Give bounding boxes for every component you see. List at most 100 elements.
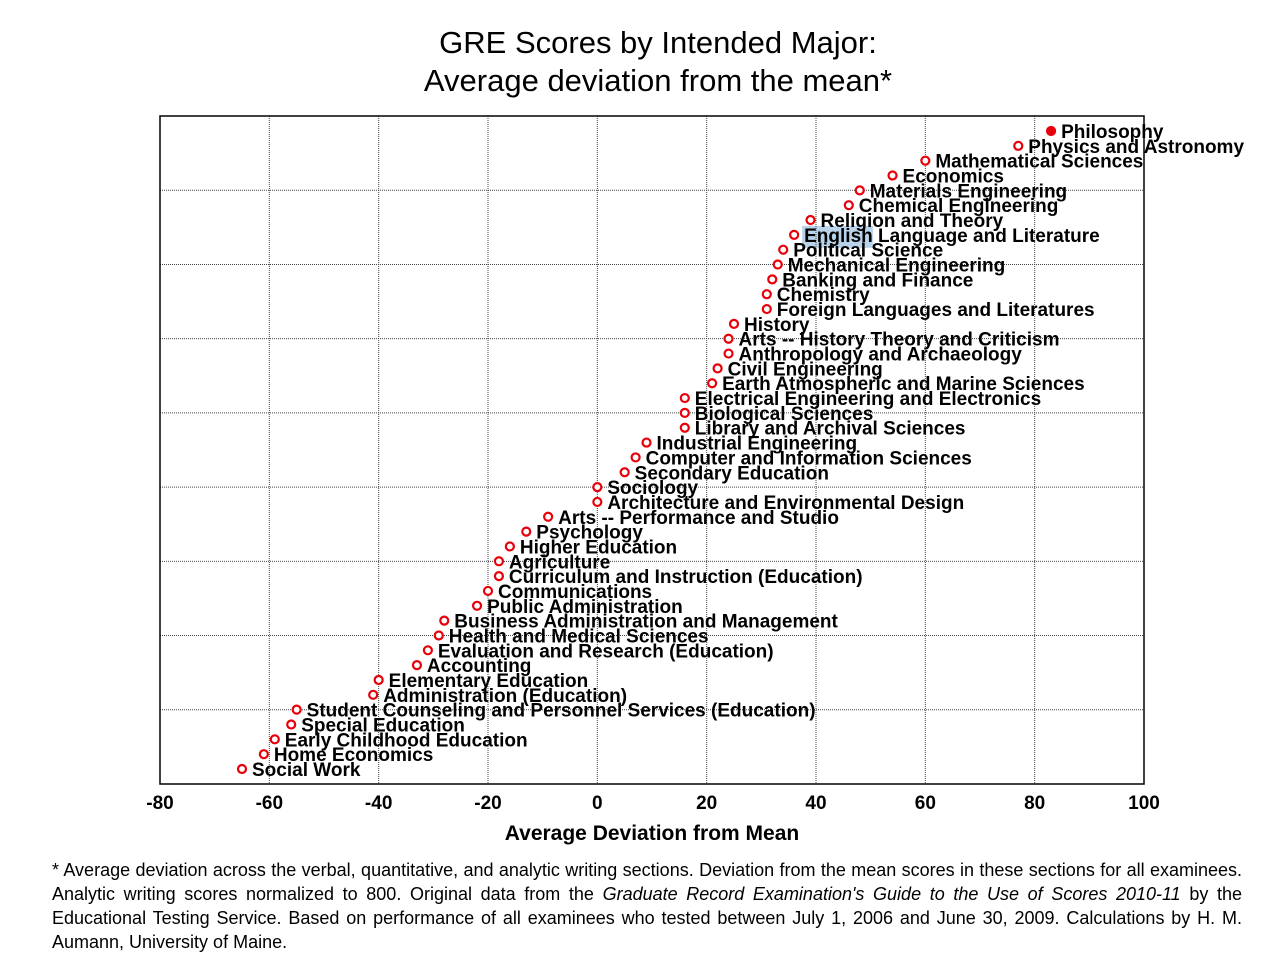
- data-point: [630, 452, 641, 463]
- point-label: Business Administration and Management: [454, 612, 838, 633]
- data-point: [368, 689, 379, 700]
- footnote-source-title: Graduate Record Examination's Guide to t…: [602, 884, 1181, 904]
- x-tick-label: -20: [474, 793, 501, 814]
- data-point: [1045, 125, 1057, 137]
- data-point: [258, 749, 269, 760]
- point-label: Student Counseling and Personnel Service…: [307, 701, 816, 722]
- x-axis-ticks: -80 -60 -40 -20 0 20 40 60 80 100: [146, 793, 1160, 814]
- x-tick-label: -80: [146, 793, 173, 814]
- point-label: Chemical Engineering: [859, 196, 1059, 217]
- data-point: [619, 467, 630, 478]
- data-point: [493, 571, 505, 582]
- data-point: [411, 660, 423, 671]
- x-tick-label: -40: [365, 793, 392, 814]
- data-point: [1013, 140, 1024, 151]
- footnote-text-2: by the Educational Testing Service. Base…: [52, 884, 1243, 952]
- footnote: * Average deviation across the verbal, q…: [52, 858, 1242, 954]
- data-point: [767, 274, 778, 285]
- point-label: Early Childhood Education: [285, 730, 528, 751]
- point-label: Chemistry: [777, 285, 870, 306]
- x-tick-label: 80: [1024, 793, 1045, 814]
- point-label: Secondary Education: [635, 463, 829, 484]
- point-label: Electrical Engineering and Electronics: [695, 389, 1041, 410]
- data-point: [439, 615, 450, 626]
- point-label: Computer and Information Sciences: [646, 448, 972, 469]
- label-highlight: [802, 225, 873, 248]
- data-point: [887, 170, 898, 181]
- point-label: Curriculum and Instruction (Education): [509, 567, 863, 588]
- point-label: Anthropology and Archaeology: [739, 345, 1023, 366]
- point-label: Mathematical Sciences: [935, 152, 1143, 173]
- x-tick-label: 60: [915, 793, 936, 814]
- point-label: Mechanical Engineering: [788, 256, 1006, 277]
- data-point: [504, 541, 515, 552]
- data-point: [373, 674, 384, 686]
- point-label: Arts -- Performance and Studio: [558, 508, 839, 529]
- data-point: [679, 422, 690, 433]
- data-point: [471, 600, 483, 611]
- data-point: [269, 734, 280, 745]
- data-point: [286, 719, 297, 730]
- point-label: Agriculture: [509, 552, 610, 573]
- footnote-text-1: * Average deviation across the verbal, q…: [52, 860, 1242, 904]
- point-label: Arts -- History Theory and Criticism: [739, 330, 1060, 351]
- point-label: Psychology: [536, 523, 643, 544]
- point-label: Materials Engineering: [870, 181, 1067, 202]
- data-point: [543, 511, 554, 522]
- data-point: [641, 437, 652, 448]
- chart-title: GRE Scores by Intended Major:: [439, 25, 877, 60]
- data-point: [712, 363, 723, 374]
- data-point: [493, 556, 505, 567]
- plot-frame: [159, 115, 1145, 785]
- data-point: [778, 244, 789, 255]
- data-point: [707, 378, 718, 389]
- data-point: [761, 289, 772, 300]
- point-label: Civil Engineering: [728, 359, 883, 380]
- data-point: [236, 763, 248, 775]
- point-label: Architecture and Environmental Design: [607, 493, 964, 514]
- x-tick-label: 0: [592, 793, 603, 814]
- point-label: Biological Sciences: [695, 404, 873, 425]
- data-point: [592, 496, 603, 508]
- x-tick-label: 40: [805, 793, 826, 814]
- point-label: Social Work: [252, 760, 361, 781]
- point-label: Banking and Finance: [782, 270, 973, 291]
- point-label: Evaluation and Research (Education): [438, 641, 774, 662]
- data-point: [920, 155, 931, 166]
- point-label: Administration (Education): [383, 686, 627, 707]
- x-tick-label: 100: [1128, 793, 1160, 814]
- point-label: Earth Atmospheric and Marine Sciences: [722, 374, 1085, 395]
- highlight-layer: [802, 225, 873, 248]
- data-point: [723, 348, 734, 359]
- data-point: [789, 229, 800, 240]
- point-label: Sociology: [607, 478, 698, 499]
- point-label: Foreign Languages and Literatures: [777, 300, 1095, 321]
- data-point: [728, 318, 740, 329]
- point-label: Economics: [903, 167, 1004, 188]
- data-points: [236, 125, 1057, 775]
- point-label: Religion and Theory: [821, 211, 1004, 232]
- x-tick-label: -60: [256, 793, 283, 814]
- data-point: [772, 259, 783, 270]
- point-label: Home Economics: [274, 745, 433, 766]
- data-point: [723, 333, 734, 344]
- point-label: English Language and Literature: [804, 226, 1100, 247]
- point-label: Accounting: [427, 656, 532, 677]
- data-point: [291, 704, 302, 715]
- point-label: Special Education: [301, 715, 465, 736]
- scatter-chart: -80 -60 -40 -20 0 20 40 60 80 100 PhilosophyPhysi…: [146, 115, 1244, 845]
- chart-subtitle: Average deviation from the mean*: [423, 63, 893, 98]
- point-label: Physics and Astronomy: [1028, 137, 1244, 158]
- grid-lines: [160, 116, 1144, 784]
- x-axis-label: Average Deviation from Mean: [505, 822, 799, 845]
- data-point: [422, 645, 433, 656]
- data-point: [679, 392, 690, 404]
- data-point: [854, 185, 865, 196]
- point-label: Industrial Engineering: [657, 434, 858, 455]
- point-label: Health and Medical Sciences: [449, 626, 709, 647]
- point-label: Higher Education: [520, 537, 677, 558]
- point-label: Library and Archival Sciences: [695, 419, 966, 440]
- data-point: [843, 200, 854, 211]
- data-point: [679, 407, 690, 419]
